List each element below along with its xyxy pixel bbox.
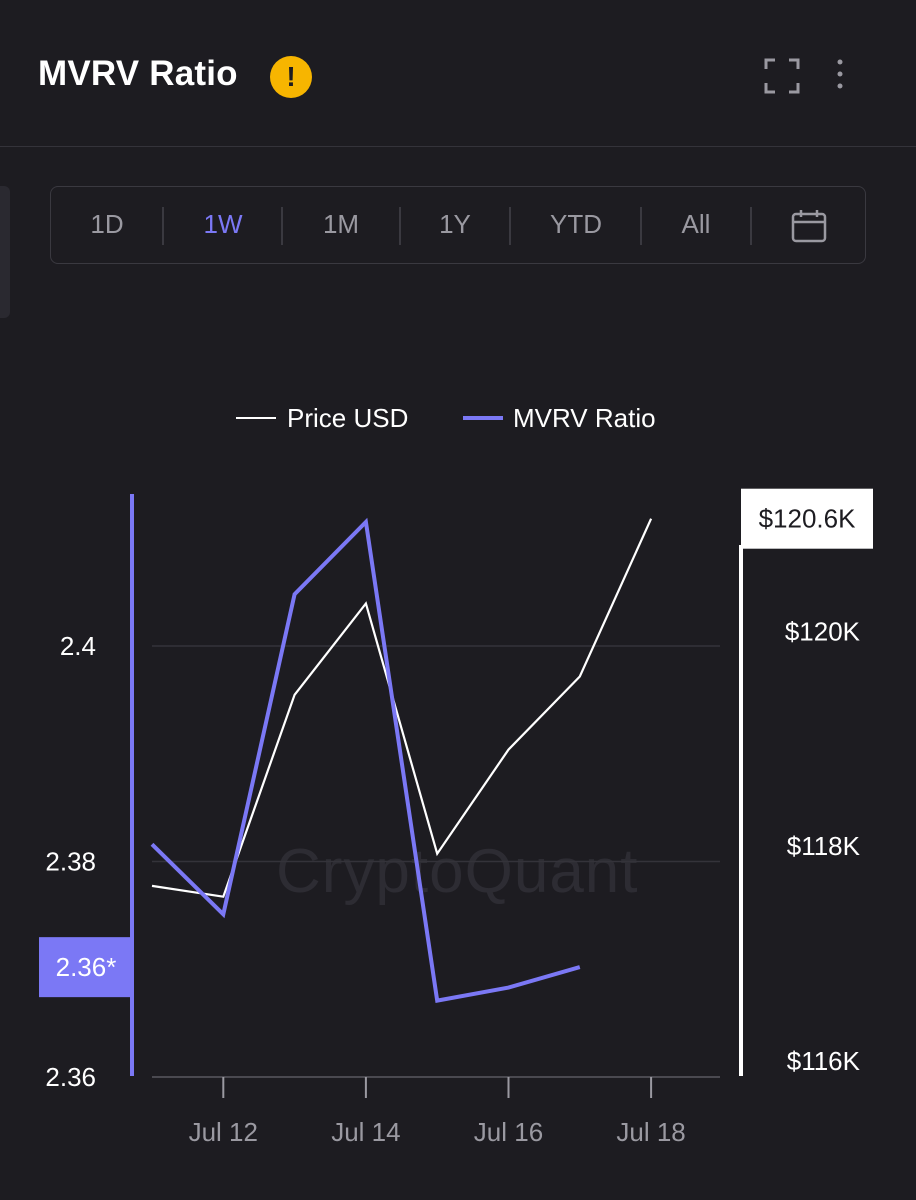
range-ytd-button[interactable]: YTD: [550, 209, 602, 239]
y-left-tick-label: 2.38: [45, 847, 96, 877]
range-1d-button[interactable]: 1D: [90, 209, 124, 239]
range-separator: [750, 207, 752, 245]
current-price-label: $120.6K: [759, 504, 857, 534]
range-1m-button[interactable]: 1M: [322, 209, 360, 239]
current-price-badge: [741, 488, 873, 549]
x-tick-label: Jul 12: [189, 1117, 258, 1147]
chart-header: MVRV Ratio !: [0, 0, 916, 147]
y-left-tick-label: 2.4: [60, 631, 96, 661]
series-line-mvrv: [150, 517, 581, 1003]
chart-legend: Price USD MVRV Ratio: [0, 398, 916, 438]
y-right-tick-label: $120K: [785, 616, 861, 646]
x-tick-label: Jul 18: [616, 1117, 685, 1147]
range-all-button[interactable]: All: [681, 209, 711, 239]
range-separator: [162, 207, 164, 245]
side-panel-tab[interactable]: [0, 186, 10, 318]
y-right-tick-label: $116K: [787, 1046, 861, 1076]
fullscreen-icon[interactable]: [764, 58, 800, 99]
legend-item-price[interactable]: Price USD: [287, 403, 409, 433]
x-tick-label: Jul 16: [474, 1117, 543, 1147]
warning-icon[interactable]: !: [270, 56, 312, 98]
calendar-icon[interactable]: [791, 209, 827, 248]
series-line-price: [151, 518, 653, 898]
current-mvrv-badge: [39, 937, 132, 998]
y-right-tick-label: $118K: [787, 831, 861, 861]
y-left-tick-label: 2.36: [45, 1062, 96, 1092]
range-separator: [281, 207, 283, 245]
current-mvrv-label: 2.36*: [56, 952, 117, 982]
watermark: CryptoQuant: [276, 837, 639, 906]
x-tick-label: Jul 14: [331, 1117, 400, 1147]
chart-title: MVRV Ratio: [38, 54, 238, 93]
range-separator: [509, 207, 511, 245]
range-separator: [399, 207, 401, 245]
range-1w-button[interactable]: 1W: [203, 209, 243, 239]
legend-swatch-price: [236, 417, 276, 419]
range-1y-button[interactable]: 1Y: [439, 209, 471, 239]
vertical-ellipsis-icon[interactable]: [830, 58, 850, 99]
time-range-selector: 1D 1W 1M 1Y YTD All: [50, 186, 866, 264]
legend-swatch-mvrv: [463, 416, 503, 420]
range-separator: [640, 207, 642, 245]
legend-item-mvrv[interactable]: MVRV Ratio: [513, 403, 656, 433]
